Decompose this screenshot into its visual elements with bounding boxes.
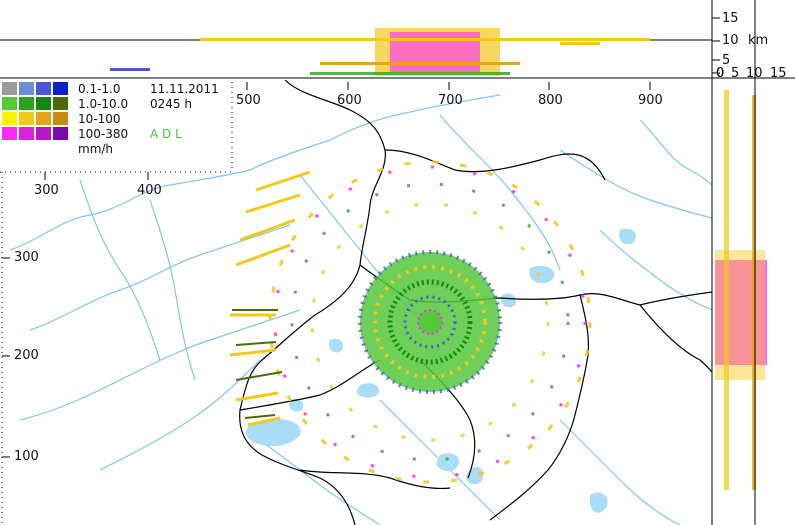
x-tick-600: 600: [337, 93, 362, 108]
right-profile-echoes: [715, 90, 767, 490]
map-area: [0, 80, 712, 525]
map-grid-frame: [0, 82, 233, 525]
y-tick-300: 300: [14, 250, 39, 265]
km-tick-10: 10: [722, 33, 739, 48]
x-tick-700: 700: [438, 93, 463, 108]
west-echo-bands: [229, 170, 311, 427]
radar-echo-rings: [268, 160, 592, 484]
rivers: [9, 94, 712, 525]
legend-time: 0245 h: [150, 97, 192, 111]
legend-swatch: [36, 82, 51, 95]
km-tick-15: 15: [722, 11, 739, 26]
legend-swatch: [53, 112, 68, 125]
legend-swatch: [19, 127, 34, 140]
side-tick-10: 10: [746, 66, 763, 81]
legend-swatch: [2, 127, 17, 140]
legend-radar-code: A D L: [150, 127, 182, 141]
central-echo-disk: [358, 250, 502, 394]
lakes: [246, 228, 636, 513]
legend-swatch: [19, 97, 34, 110]
side-tick-15: 15: [770, 66, 787, 81]
legend-swatch: [19, 112, 34, 125]
legend-swatch: [2, 82, 17, 95]
side-tick-5: 5: [731, 66, 740, 81]
legend: 0.1-1.0 11.11.2011 1.0-10.0 0245 h 10-10…: [2, 82, 242, 174]
legend-swatch: [53, 97, 68, 110]
legend-date: 11.11.2011: [150, 82, 219, 96]
x-tick-400: 400: [137, 183, 162, 198]
y-tick-200: 200: [14, 348, 39, 363]
national-borders: [239, 80, 712, 525]
legend-swatch: [36, 127, 51, 140]
km-unit: km: [748, 33, 769, 48]
side-tick-0: 0: [716, 66, 725, 81]
km-tick-0: 0: [716, 66, 725, 81]
legend-swatch: [53, 82, 68, 95]
legend-swatch: [2, 97, 17, 110]
top-profile-echoes: [110, 28, 650, 76]
right-profile-panel: [711, 0, 795, 525]
legend-swatch: [36, 112, 51, 125]
top-profile-panel: [0, 28, 712, 79]
legend-unit: mm/h: [78, 142, 114, 156]
axis-ticks: [2, 17, 720, 458]
legend-swatch: [36, 97, 51, 110]
legend-range-1: 0.1-1.0: [78, 82, 121, 96]
legend-range-2: 1.0-10.0: [78, 97, 129, 111]
y-tick-100: 100: [14, 449, 39, 464]
legend-swatch: [19, 82, 34, 95]
km-tick-5: 5: [722, 53, 731, 68]
legend-range-4: 100-380: [78, 127, 129, 141]
x-tick-800: 800: [538, 93, 563, 108]
legend-range-3: 10-100: [78, 112, 121, 126]
x-tick-900: 900: [638, 93, 663, 108]
legend-swatch: [53, 127, 68, 140]
legend-swatch: [2, 112, 17, 125]
x-tick-500: 500: [236, 93, 261, 108]
x-tick-300: 300: [34, 183, 59, 198]
